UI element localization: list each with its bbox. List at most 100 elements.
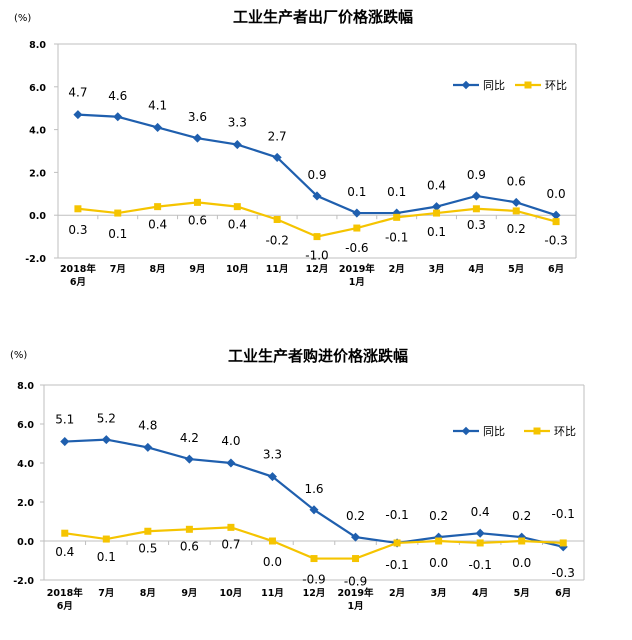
x-tick-label: 8月 <box>150 264 166 275</box>
data-label-yoy: 0.9 <box>467 168 486 182</box>
y-tick-label: 0.0 <box>17 537 34 548</box>
data-point-yoy <box>352 208 362 218</box>
data-point-mom <box>352 555 360 563</box>
data-label-yoy: 0.6 <box>507 174 526 188</box>
x-tick-label: 2月 <box>389 588 405 599</box>
data-point-yoy <box>143 442 153 452</box>
x-tick-label: 4月 <box>468 264 484 275</box>
data-point-mom <box>273 215 281 223</box>
data-point-mom <box>185 525 193 533</box>
legend-label-yoy: 同比 <box>483 425 505 438</box>
y-tick-label: 6.0 <box>17 420 34 431</box>
x-tick-label: 12月 <box>306 264 329 275</box>
y-tick-label: 2.0 <box>29 168 46 179</box>
data-point-mom <box>518 537 526 545</box>
data-point-yoy <box>113 112 123 122</box>
x-tick-label: 6月 <box>555 588 571 599</box>
data-point-mom <box>227 523 235 531</box>
data-point-mom <box>233 203 241 211</box>
data-label-yoy: -0.3 <box>552 566 575 580</box>
data-label-mom: 0.1 <box>97 550 116 564</box>
data-point-mom <box>102 535 110 543</box>
data-label-mom: -0.1 <box>552 507 575 521</box>
data-label-mom: -1.0 <box>305 249 328 263</box>
x-tick-label: 10月 <box>220 588 243 599</box>
x-tick-label: 2019年 1月 <box>338 587 374 612</box>
data-point-mom <box>393 539 401 547</box>
x-tick-label: 2月 <box>389 264 405 275</box>
data-point-mom <box>393 213 401 221</box>
data-point-yoy <box>471 191 481 201</box>
data-label-yoy: -0.1 <box>385 508 408 522</box>
data-point-mom <box>433 209 441 217</box>
data-label-mom: 0.0 <box>429 556 448 570</box>
data-point-yoy <box>432 202 442 212</box>
data-point-yoy <box>551 210 561 220</box>
data-label-yoy: 0.1 <box>387 185 406 199</box>
x-tick-label: 7月 <box>98 588 114 599</box>
data-label-yoy: 5.1 <box>55 413 74 427</box>
data-label-yoy: 1.6 <box>304 482 323 496</box>
data-label-yoy: 0.4 <box>427 179 446 193</box>
data-label-mom: 0.0 <box>263 555 282 569</box>
x-tick-label: 8月 <box>140 588 156 599</box>
legend-label-yoy: 同比 <box>483 79 505 92</box>
data-point-mom <box>61 529 69 537</box>
y-unit-label: (%) <box>14 13 31 24</box>
data-label-mom: 0.2 <box>507 222 526 236</box>
data-point-mom <box>435 537 443 545</box>
chart-title: 工业生产者出厂价格涨跌幅 <box>233 8 413 26</box>
data-label-yoy: 4.8 <box>138 418 157 432</box>
data-label-mom: 0.6 <box>180 539 199 553</box>
data-point-yoy <box>232 140 242 150</box>
chart-2: 工业生产者购进价格涨跌幅 (%) 8.0 6.0 4.0 2.0 0.0 -2.0 2018年 6… <box>10 347 585 612</box>
data-point-yoy <box>226 458 236 468</box>
data-label-yoy: 0.9 <box>307 168 326 182</box>
y-tick-label: 4.0 <box>29 126 46 137</box>
data-label-yoy: 0.2 <box>512 509 531 523</box>
data-point-mom <box>193 198 201 206</box>
x-tick-label: 2018年 6月 <box>60 263 96 288</box>
data-label-yoy: 5.2 <box>97 412 116 426</box>
data-label-mom: 0.6 <box>188 213 207 227</box>
x-tick-label: 11月 <box>266 264 289 275</box>
data-label-mom: -0.9 <box>344 575 367 589</box>
data-point-yoy <box>184 454 194 464</box>
data-label-yoy: 4.1 <box>148 98 167 112</box>
legend-marker-yoy <box>461 80 471 90</box>
x-tick-label: 10月 <box>226 264 249 275</box>
data-point-mom <box>313 233 321 241</box>
data-label-yoy: 2.7 <box>268 129 287 143</box>
data-point-yoy <box>192 133 202 143</box>
legend-label-mom: 环比 <box>554 425 576 438</box>
x-tick-label: 7月 <box>110 264 126 275</box>
data-label-yoy: 3.3 <box>228 116 247 130</box>
data-point-yoy <box>60 437 70 447</box>
legend-marker-yoy <box>461 426 471 436</box>
y-tick-label: 2.0 <box>17 498 34 509</box>
x-tick-label: 5月 <box>514 588 530 599</box>
data-label-yoy: 4.2 <box>180 431 199 445</box>
data-point-mom <box>353 224 361 232</box>
data-label-mom: 0.3 <box>467 218 486 232</box>
data-label-mom: 0.4 <box>228 218 247 232</box>
x-tick-label: 2018年 6月 <box>47 587 83 612</box>
data-point-yoy <box>475 528 485 538</box>
x-tick-label: 3月 <box>428 264 444 275</box>
data-point-yoy <box>153 122 163 132</box>
y-tick-label: 6.0 <box>29 83 46 94</box>
data-point-mom <box>268 537 276 545</box>
x-tick-label: 9月 <box>181 588 197 599</box>
x-tick-label: 11月 <box>261 588 284 599</box>
data-label-mom: 0.4 <box>55 545 74 559</box>
data-label-mom: -0.3 <box>544 234 567 248</box>
data-point-mom <box>559 539 567 547</box>
data-label-mom: 0.3 <box>68 223 87 237</box>
data-label-mom: 0.4 <box>148 218 167 232</box>
x-tick-label: 9月 <box>189 264 205 275</box>
data-point-mom <box>472 205 480 213</box>
data-label-yoy: 4.6 <box>108 89 127 103</box>
legend-marker-mom <box>533 427 541 435</box>
